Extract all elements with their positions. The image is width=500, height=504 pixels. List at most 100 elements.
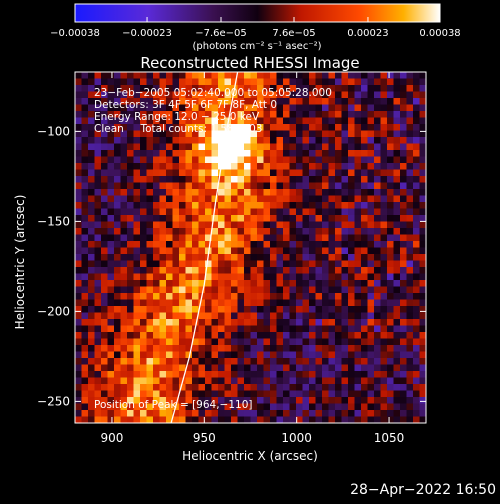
heatmap-cell	[328, 208, 336, 216]
heatmap-cell	[393, 254, 401, 262]
heatmap-cell	[289, 397, 297, 405]
heatmap-cell	[107, 358, 115, 366]
heatmap-cell	[205, 221, 213, 229]
heatmap-cell	[419, 345, 426, 353]
heatmap-cell	[231, 280, 239, 288]
heatmap-cell	[218, 338, 226, 346]
heatmap-cell	[387, 377, 395, 385]
heatmap-cell	[289, 202, 297, 210]
heatmap-cell	[198, 156, 206, 164]
heatmap-cell	[276, 338, 284, 346]
heatmap-cell	[127, 156, 135, 164]
heatmap-cell	[185, 143, 193, 151]
heatmap-cell	[198, 364, 206, 372]
heatmap-cell	[413, 254, 421, 262]
heatmap-cell	[107, 312, 115, 320]
heatmap-cell	[263, 306, 271, 314]
heatmap-cell	[419, 358, 426, 366]
heatmap-cell	[315, 215, 323, 223]
heatmap-cell	[159, 332, 167, 340]
heatmap-cell	[270, 254, 278, 262]
heatmap-cell	[315, 202, 323, 210]
heatmap-cell	[387, 267, 395, 275]
heatmap-cell	[172, 176, 180, 184]
heatmap-cell	[354, 130, 362, 138]
heatmap-cell	[172, 241, 180, 249]
heatmap-cell	[237, 85, 245, 93]
heatmap-cell	[328, 221, 336, 229]
heatmap-cell	[153, 156, 161, 164]
heatmap-cell	[393, 130, 401, 138]
heatmap-cell	[185, 215, 193, 223]
heatmap-cell	[328, 189, 336, 197]
heatmap-cell	[361, 241, 369, 249]
heatmap-cell	[302, 345, 310, 353]
heatmap-cell	[81, 91, 89, 99]
heatmap-cell	[302, 176, 310, 184]
y-axis: −100−150−200−250	[37, 124, 426, 408]
heatmap-cell	[140, 98, 148, 106]
heatmap-cell	[231, 410, 239, 418]
heatmap-cell	[341, 176, 349, 184]
heatmap-cell	[302, 195, 310, 203]
heatmap-cell	[419, 416, 426, 423]
heatmap-cell	[335, 293, 343, 301]
heatmap-cell	[302, 78, 310, 86]
heatmap-cell	[289, 111, 297, 119]
heatmap-cell	[211, 377, 219, 385]
heatmap-cell	[335, 371, 343, 379]
heatmap-cell	[270, 345, 278, 353]
heatmap-cell	[335, 377, 343, 385]
heatmap-cell	[198, 325, 206, 333]
heatmap-cell	[159, 130, 167, 138]
heatmap-cell	[179, 286, 187, 294]
heatmap-cell	[289, 189, 297, 197]
heatmap-cell	[172, 397, 180, 405]
heatmap-cell	[88, 156, 96, 164]
heatmap-cell	[406, 72, 414, 80]
heatmap-cell	[185, 397, 193, 405]
heatmap-cell	[107, 221, 115, 229]
heatmap-cell	[166, 195, 174, 203]
heatmap-cell	[302, 111, 310, 119]
heatmap-cell	[367, 390, 375, 398]
heatmap-cell	[205, 299, 213, 307]
heatmap-cell	[205, 286, 213, 294]
heatmap-cell	[159, 124, 167, 132]
heatmap-cell	[205, 215, 213, 223]
heatmap-cell	[81, 221, 89, 229]
heatmap-cell	[107, 182, 115, 190]
heatmap-cell	[114, 156, 122, 164]
heatmap-cell	[127, 104, 135, 112]
heatmap-cell	[393, 228, 401, 236]
heatmap-cell	[120, 182, 128, 190]
heatmap-cell	[101, 397, 109, 405]
heatmap-cell	[192, 78, 200, 86]
heatmap-cell	[81, 182, 89, 190]
heatmap-cell	[172, 371, 180, 379]
heatmap-cell	[120, 78, 128, 86]
heatmap-cell	[380, 332, 388, 340]
heatmap-cell	[413, 78, 421, 86]
heatmap-cell	[250, 104, 258, 112]
heatmap-cell	[120, 98, 128, 106]
heatmap-cell	[263, 150, 271, 158]
heatmap-cell	[315, 247, 323, 255]
heatmap-cell	[335, 117, 343, 125]
heatmap-cell	[140, 280, 148, 288]
heatmap-cell	[146, 156, 154, 164]
heatmap-cell	[302, 150, 310, 158]
heatmap-cell	[315, 234, 323, 242]
heatmap-cell	[263, 72, 271, 80]
heatmap-cell	[335, 312, 343, 320]
heatmap-cell	[380, 85, 388, 93]
heatmap-cell	[127, 384, 135, 392]
heatmap-cell	[380, 182, 388, 190]
heatmap-cell	[361, 267, 369, 275]
heatmap-cell	[75, 130, 83, 138]
heatmap-cell	[257, 377, 265, 385]
heatmap-cell	[257, 364, 265, 372]
heatmap-cell	[250, 260, 258, 268]
heatmap-cell	[250, 319, 258, 327]
heatmap-cell	[361, 403, 369, 411]
